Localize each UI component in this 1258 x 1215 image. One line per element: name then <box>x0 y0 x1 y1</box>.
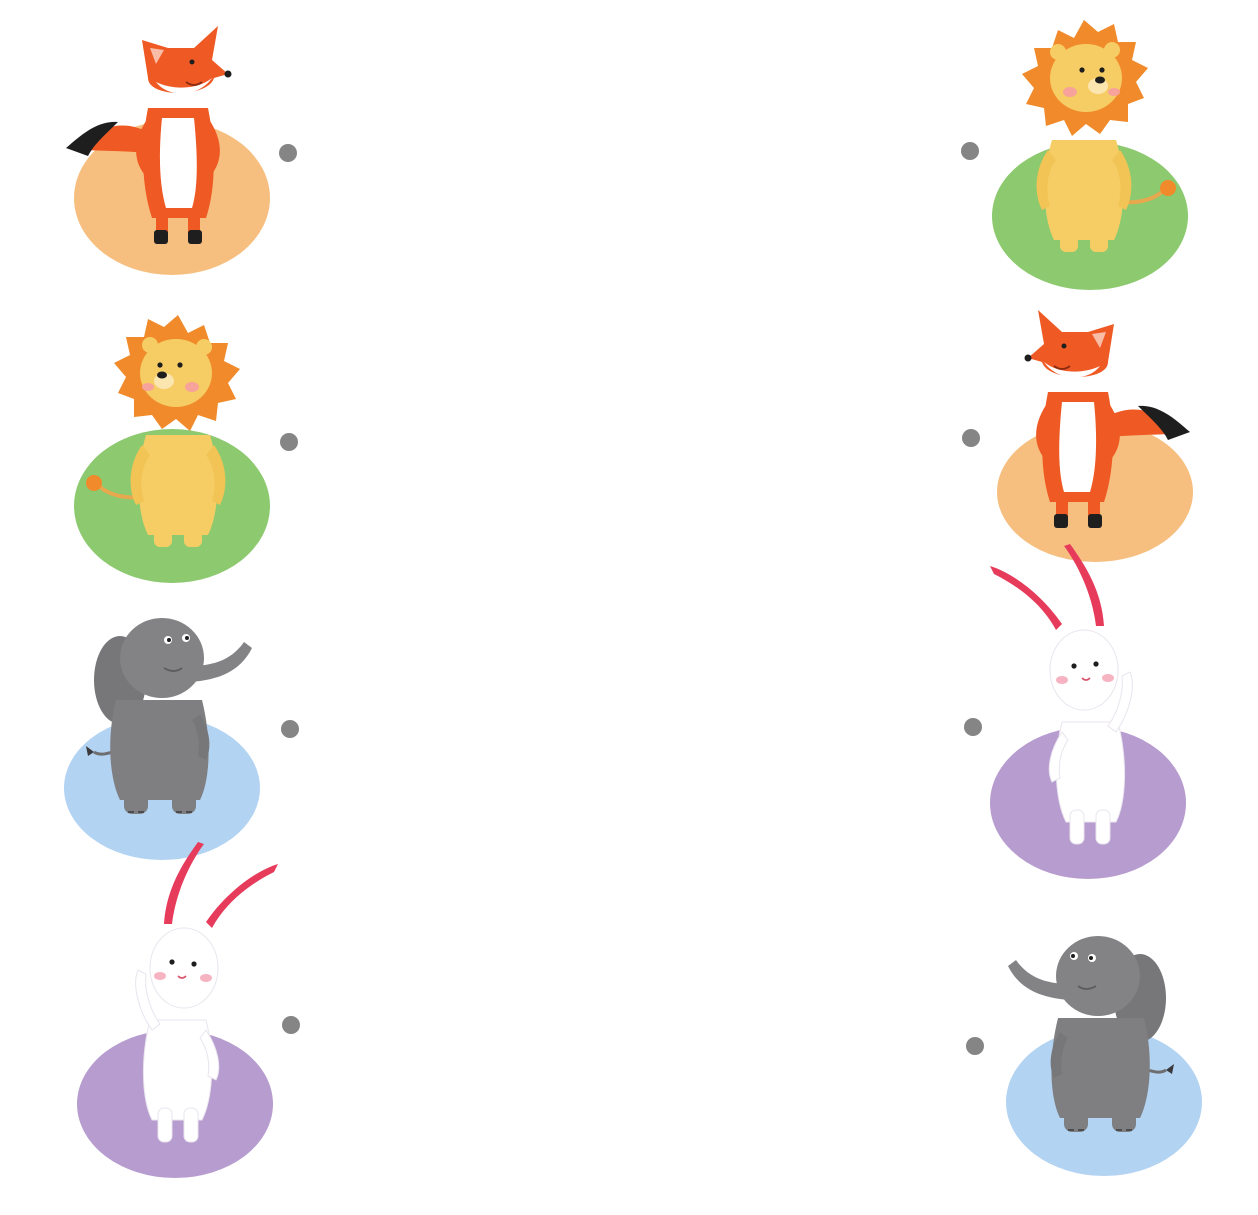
left-connector-dot-3[interactable] <box>281 720 299 738</box>
right-connector-dot-2[interactable] <box>962 429 980 447</box>
right-item-rabbit <box>989 543 1186 879</box>
right-connector-dot-3[interactable] <box>964 718 982 736</box>
right-item-elephant <box>1006 934 1202 1176</box>
right-connector-dot-1[interactable] <box>961 142 979 160</box>
right-item-lion <box>992 18 1188 290</box>
right-connector-dot-4[interactable] <box>966 1037 984 1055</box>
left-item-lion <box>74 313 270 583</box>
right-item-fox <box>997 309 1193 562</box>
left-connector-dot-2[interactable] <box>280 433 298 451</box>
left-connector-dot-1[interactable] <box>279 144 297 162</box>
left-item-elephant <box>64 616 260 860</box>
left-item-rabbit <box>77 841 279 1178</box>
left-connector-dot-4[interactable] <box>282 1016 300 1034</box>
left-item-fox <box>65 25 270 275</box>
